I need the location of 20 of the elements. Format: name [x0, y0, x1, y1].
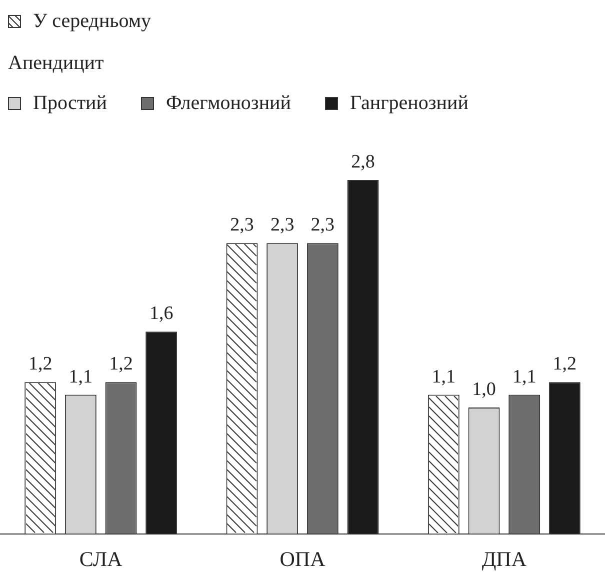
legend-label: Простий [33, 92, 107, 114]
data-label: 2,3 [230, 214, 254, 236]
data-label: 2,8 [351, 151, 375, 172]
legend-title: Апендицит [8, 52, 105, 74]
data-label: 2,3 [270, 214, 294, 236]
data-label: 1,2 [109, 354, 133, 375]
data-label: 1,1 [432, 366, 456, 388]
data-label: 2,3 [310, 214, 335, 236]
legend-label: Флегмонозний [166, 92, 291, 114]
data-label: 1,1 [68, 366, 93, 388]
data-label: 1,1 [512, 366, 536, 388]
x-tick-label: СЛА [79, 546, 124, 571]
legend-label: У середньому [33, 10, 152, 32]
data-label: 1,6 [149, 303, 174, 324]
data-label: 1,2 [552, 354, 577, 375]
data-label: 1,2 [28, 354, 52, 375]
data-label: 1,0 [472, 378, 496, 400]
x-tick-label: ДПА [482, 546, 528, 571]
x-tick-label: ОПА [280, 546, 326, 571]
legend-label: Гангренозний [350, 92, 468, 114]
